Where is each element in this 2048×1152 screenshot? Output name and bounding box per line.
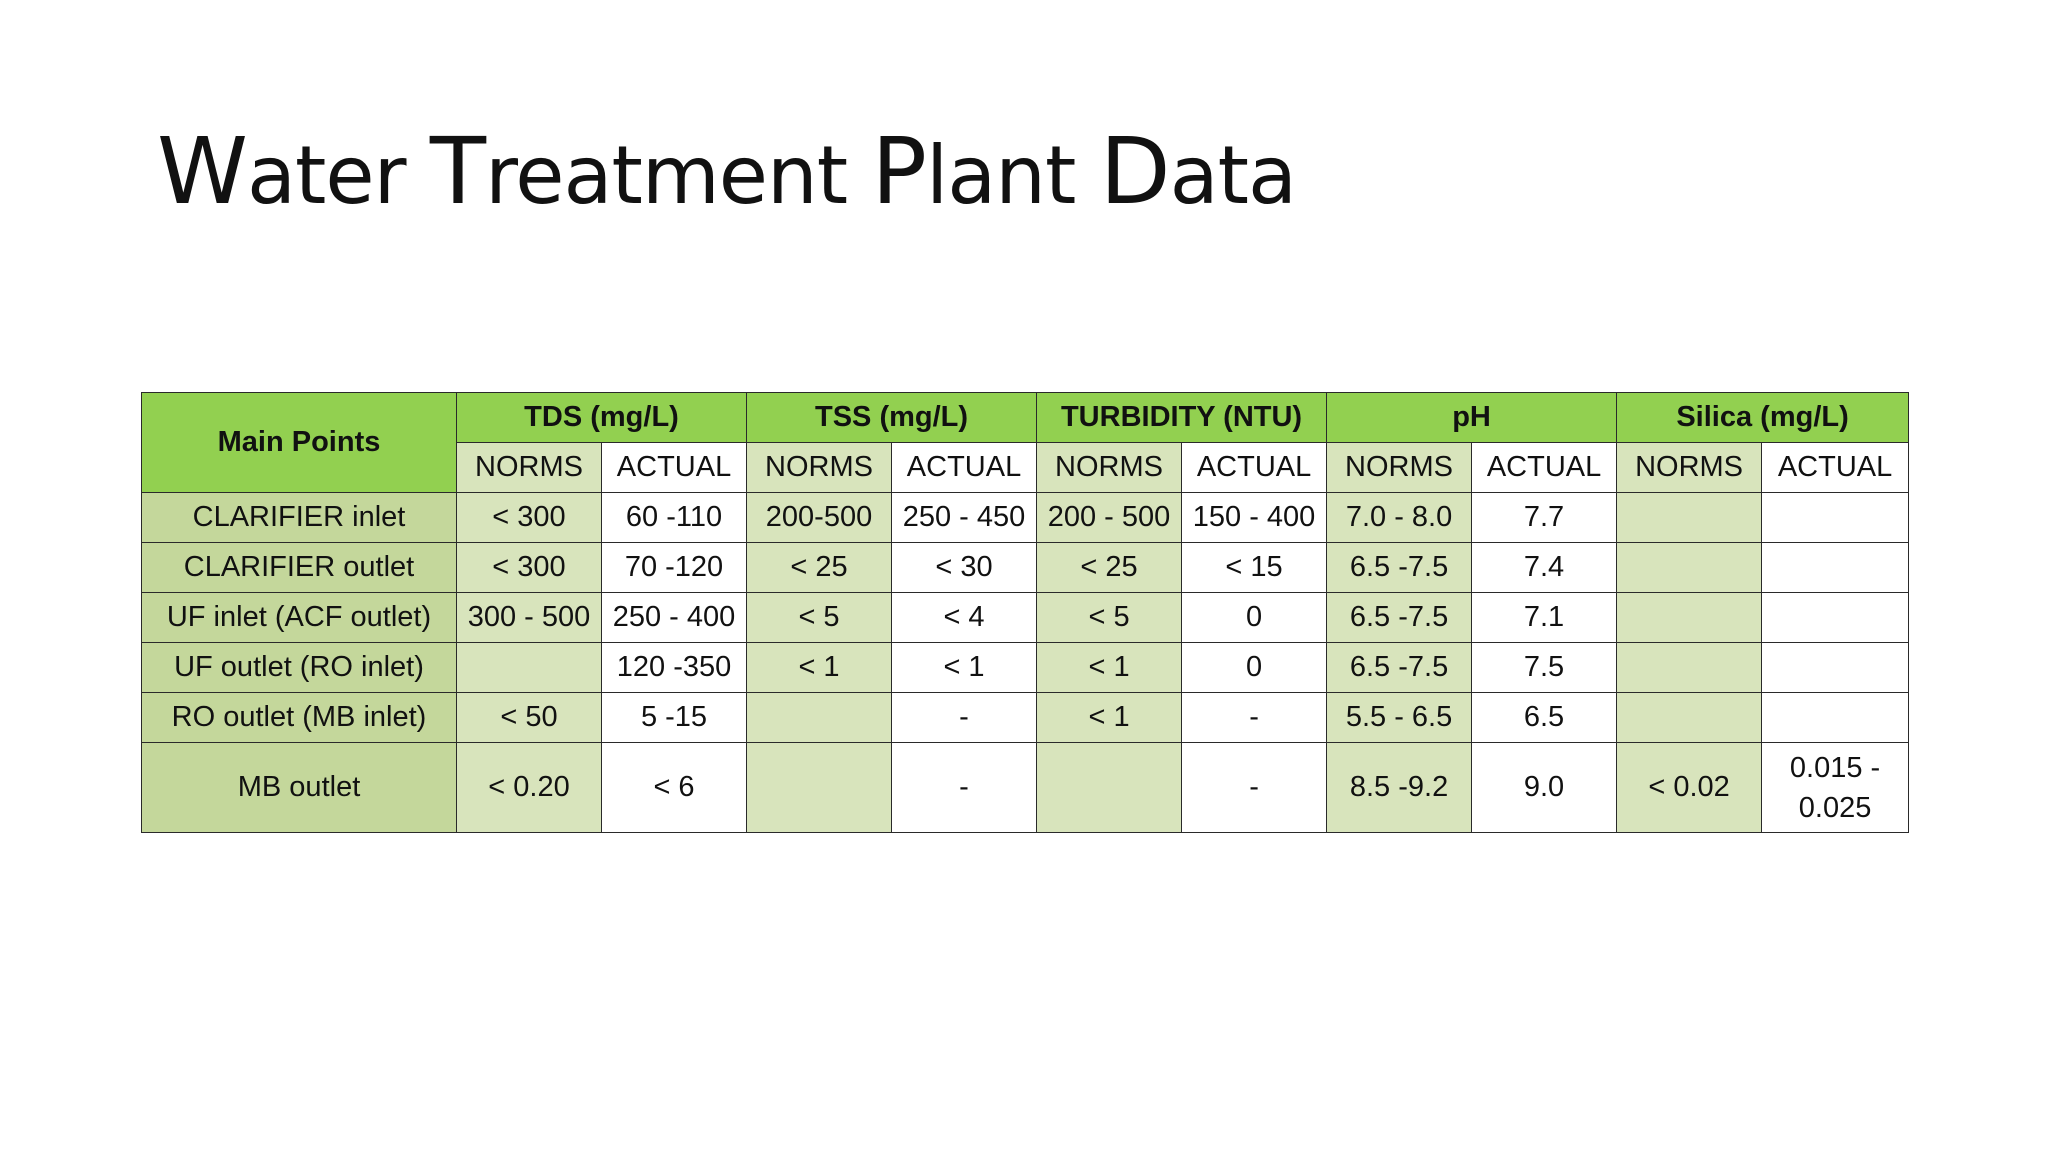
table-row: RO outlet (MB inlet) < 50 5 -15 - < 1 - … <box>141 692 1910 743</box>
main-points-header: Main Points <box>141 392 457 493</box>
ph-group-header: pH <box>1326 392 1618 443</box>
ph-norms-cell: 6.5 -7.5 <box>1326 542 1473 593</box>
tss-actual-cell: - <box>890 692 1038 743</box>
tss-actual-cell: < 30 <box>890 542 1038 593</box>
table-row: MB outlet < 0.20 < 6 - - 8.5 -9.2 9.0 < … <box>141 742 1910 833</box>
tss-norms-cell <box>746 742 892 833</box>
silica-actual-cell <box>1761 592 1910 643</box>
water-treatment-data-table: Main Points TDS (mg/L) TSS (mg/L) TURBID… <box>141 392 1910 833</box>
tds-actual-header: ACTUAL <box>601 442 747 493</box>
turbidity-group-header: TURBIDITY (NTU) <box>1036 392 1328 443</box>
row-label: MB outlet <box>141 742 457 833</box>
title-word-2: Treatment <box>429 118 872 225</box>
tds-actual-cell: < 6 <box>601 742 747 833</box>
turbidity-norms-cell: < 25 <box>1036 542 1183 593</box>
row-label: CLARIFIER outlet <box>141 542 457 593</box>
turbidity-norms-cell <box>1036 742 1183 833</box>
turbidity-actual-header: ACTUAL <box>1181 442 1328 493</box>
tss-actual-cell: 250 - 450 <box>890 492 1038 543</box>
table-row: CLARIFIER inlet < 300 60 -110 200-500 25… <box>141 492 1910 543</box>
turbidity-norms-cell: < 5 <box>1036 592 1183 643</box>
tss-actual-header: ACTUAL <box>890 442 1038 493</box>
tss-norms-cell: < 25 <box>746 542 892 593</box>
turbidity-norms-cell: 200 - 500 <box>1036 492 1183 543</box>
ph-norms-cell: 7.0 - 8.0 <box>1326 492 1473 543</box>
turbidity-actual-cell: - <box>1181 742 1328 833</box>
turbidity-actual-cell: - <box>1181 692 1328 743</box>
silica-actual-cell: 0.015 - 0.025 <box>1761 742 1910 833</box>
ph-actual-cell: 9.0 <box>1471 742 1618 833</box>
row-label: UF inlet (ACF outlet) <box>141 592 457 643</box>
tss-group-header: TSS (mg/L) <box>745 392 1038 443</box>
table-row: UF inlet (ACF outlet) 300 - 500 250 - 40… <box>141 592 1910 643</box>
ph-norms-cell: 8.5 -9.2 <box>1326 742 1473 833</box>
ph-actual-cell: 7.4 <box>1471 542 1618 593</box>
tds-group-header: TDS (mg/L) <box>456 392 747 443</box>
turbidity-actual-cell: 150 - 400 <box>1181 492 1328 543</box>
tds-norms-cell: < 50 <box>456 692 602 743</box>
silica-group-header: Silica (mg/L) <box>1616 392 1910 443</box>
silica-norms-cell <box>1616 492 1763 543</box>
tds-norms-cell: < 300 <box>456 542 602 593</box>
tss-norms-header: NORMS <box>746 442 892 493</box>
ph-actual-header: ACTUAL <box>1471 442 1618 493</box>
ph-actual-cell: 7.7 <box>1471 492 1618 543</box>
silica-norms-cell <box>1616 592 1763 643</box>
tds-actual-cell: 70 -120 <box>601 542 747 593</box>
tds-norms-header: NORMS <box>456 442 602 493</box>
title-word-1: Water <box>157 118 430 225</box>
silica-actual-cell <box>1761 542 1910 593</box>
turbidity-norms-header: NORMS <box>1036 442 1183 493</box>
tds-actual-cell: 120 -350 <box>601 642 747 693</box>
silica-norms-header: NORMS <box>1616 442 1763 493</box>
tds-norms-cell: < 0.20 <box>456 742 602 833</box>
ph-norms-cell: 6.5 -7.5 <box>1326 642 1473 693</box>
turbidity-norms-cell: < 1 <box>1036 642 1183 693</box>
row-label: UF outlet (RO inlet) <box>141 642 457 693</box>
tds-norms-cell <box>456 642 602 693</box>
tss-actual-cell: < 1 <box>890 642 1038 693</box>
silica-actual-cell <box>1761 492 1910 543</box>
table-row: CLARIFIER outlet < 300 70 -120 < 25 < 30… <box>141 542 1910 593</box>
ph-norms-cell: 6.5 -7.5 <box>1326 592 1473 643</box>
ph-actual-cell: 7.5 <box>1471 642 1618 693</box>
tds-actual-cell: 250 - 400 <box>601 592 747 643</box>
silica-norms-cell <box>1616 542 1763 593</box>
silica-norms-cell: < 0.02 <box>1616 742 1763 833</box>
ph-actual-cell: 7.1 <box>1471 592 1618 643</box>
turbidity-norms-cell: < 1 <box>1036 692 1183 743</box>
table-row: UF outlet (RO inlet) 120 -350 < 1 < 1 < … <box>141 642 1910 693</box>
table-subheader-row: NORMS ACTUAL NORMS ACTUAL NORMS ACTUAL N… <box>142 442 1910 493</box>
table-group-header-row: Main Points TDS (mg/L) TSS (mg/L) TURBID… <box>141 392 1910 493</box>
tds-actual-cell: 60 -110 <box>601 492 747 543</box>
ph-norms-cell: 5.5 - 6.5 <box>1326 692 1473 743</box>
tss-actual-cell: < 4 <box>890 592 1038 643</box>
tss-norms-cell: 200-500 <box>746 492 892 543</box>
silica-norms-cell <box>1616 642 1763 693</box>
tds-norms-cell: 300 - 500 <box>456 592 602 643</box>
turbidity-actual-cell: 0 <box>1181 642 1328 693</box>
silica-norms-cell <box>1616 692 1763 743</box>
silica-actual-header: ACTUAL <box>1761 442 1910 493</box>
tss-norms-cell: < 1 <box>746 642 892 693</box>
row-label: RO outlet (MB inlet) <box>141 692 457 743</box>
ph-actual-cell: 6.5 <box>1471 692 1618 743</box>
silica-actual-cell <box>1761 642 1910 693</box>
row-label: CLARIFIER inlet <box>141 492 457 543</box>
tss-norms-cell: < 5 <box>746 592 892 643</box>
tss-actual-cell: - <box>890 742 1038 833</box>
title-word-4: Data <box>1099 118 1297 225</box>
tss-norms-cell <box>746 692 892 743</box>
silica-actual-cell <box>1761 692 1910 743</box>
turbidity-actual-cell: < 15 <box>1181 542 1328 593</box>
turbidity-actual-cell: 0 <box>1181 592 1328 643</box>
slide-title: Water Treatment Plant Data <box>157 112 1297 236</box>
tds-actual-cell: 5 -15 <box>601 692 747 743</box>
ph-norms-header: NORMS <box>1326 442 1473 493</box>
tds-norms-cell: < 300 <box>456 492 602 543</box>
title-word-3: Plant <box>871 118 1100 225</box>
